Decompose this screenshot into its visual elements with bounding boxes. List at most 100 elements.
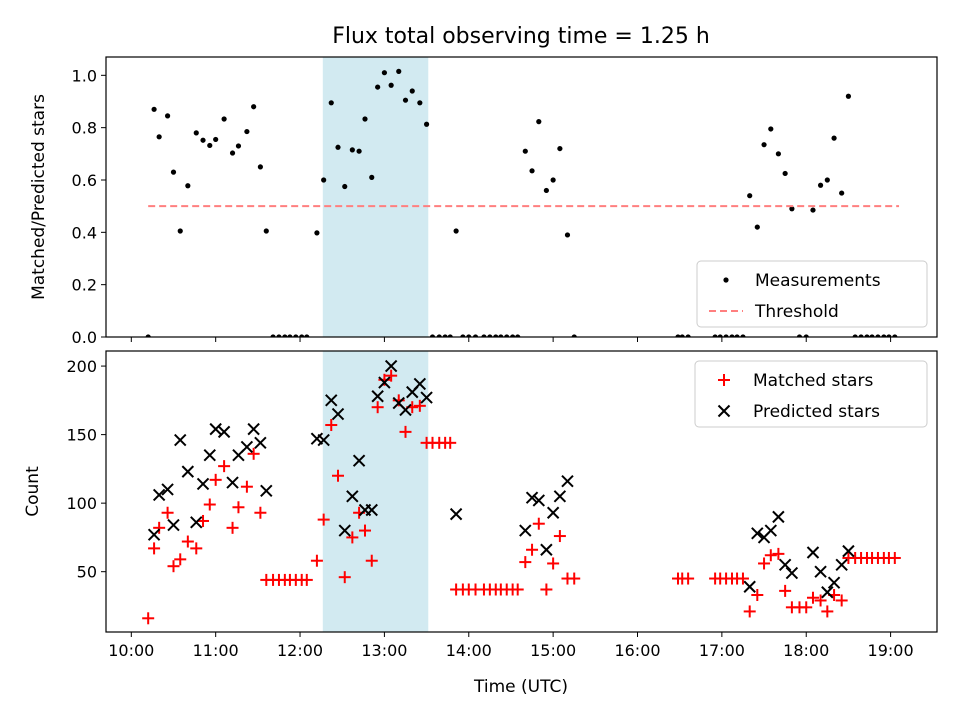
data-point: [682, 572, 695, 585]
x-tick-label: 14:00: [446, 641, 492, 660]
data-point-d2: [764, 524, 778, 537]
data-point: [775, 151, 781, 157]
data-point: [167, 518, 180, 532]
data-point-d2: [751, 527, 764, 540]
data-point: [510, 334, 516, 337]
data-point-d2: [821, 586, 834, 599]
data-point-d2: [217, 425, 231, 439]
data-point: [547, 557, 560, 570]
data-point: [550, 177, 556, 183]
panel-0-frame: [105, 56, 938, 338]
data-point: [869, 334, 875, 337]
data-point: [420, 391, 433, 404]
data-point: [888, 551, 901, 564]
data-point: [751, 588, 764, 601]
data-point-d2: [546, 506, 560, 519]
legend-swatch-d2: [717, 404, 731, 418]
data-point: [429, 334, 436, 337]
data-point-d2: [331, 407, 345, 421]
data-point: [487, 334, 493, 337]
legend-swatch: [723, 277, 729, 283]
data-point: [399, 403, 412, 417]
data-point: [743, 605, 756, 618]
data-point: [529, 168, 535, 174]
data-point: [772, 547, 785, 560]
x-tick-label: 17:00: [699, 641, 745, 660]
data-point: [147, 528, 161, 541]
data-point-d2: [338, 524, 351, 537]
data-point: [235, 143, 242, 149]
data-point: [378, 376, 391, 389]
data-point: [362, 116, 368, 122]
legend-label: Threshold: [754, 302, 839, 322]
data-point: [526, 543, 539, 556]
y-tick-label: 150: [66, 426, 97, 445]
x-tick-label: 12:00: [277, 641, 323, 660]
x-tick-label: 15:00: [530, 641, 576, 660]
data-point: [170, 169, 177, 175]
data-point-d2: [842, 544, 855, 558]
data-point: [325, 419, 338, 432]
data-point: [321, 177, 327, 183]
data-point: [864, 334, 870, 337]
data-point: [827, 576, 841, 589]
data-point: [196, 477, 210, 491]
data-point: [332, 469, 345, 482]
data-point: [161, 506, 174, 519]
y-axis-label: Matched/Predicted stars: [29, 94, 49, 300]
data-point: [371, 390, 384, 403]
data-point: [247, 447, 260, 460]
data-point-d2: [449, 507, 463, 521]
data-point: [525, 491, 539, 504]
data-point-d2: [540, 543, 553, 556]
legend-box: [696, 260, 928, 328]
data-point: [174, 553, 187, 566]
data-point-d2: [532, 494, 546, 507]
data-point: [365, 503, 378, 517]
data-point: [675, 334, 681, 337]
data-point-d2: [240, 440, 254, 454]
data-point: [543, 187, 549, 194]
legend-label: Measurements: [755, 271, 881, 291]
data-point: [758, 557, 771, 570]
legend: Measurements Threshold: [696, 260, 928, 328]
data-point-d2: [167, 518, 180, 532]
data-point: [852, 334, 858, 337]
data-point: [814, 594, 827, 607]
data-point-d2: [827, 576, 841, 589]
data-point: [181, 465, 195, 478]
data-point: [226, 521, 239, 534]
data-point: [532, 494, 546, 507]
panel-1-frame: [105, 350, 938, 633]
data-point: [821, 586, 834, 599]
data-point-d2: [392, 396, 405, 410]
data-point: [764, 524, 778, 537]
data-point: [342, 183, 348, 190]
data-point: [247, 422, 260, 436]
legend: Matched stars Predicted stars: [694, 360, 928, 428]
data-point: [153, 521, 166, 534]
data-point: [764, 549, 777, 562]
data-point: [810, 207, 816, 213]
data-point: [436, 334, 442, 337]
y-tick-label: 0.0: [72, 328, 97, 347]
data-point: [839, 190, 845, 196]
data-point: [388, 82, 394, 88]
data-point-d2: [247, 422, 260, 436]
data-point: [167, 560, 180, 573]
y-tick-label: 0.6: [72, 171, 97, 190]
data-point: [493, 334, 499, 337]
data-point: [453, 228, 459, 234]
data-point: [338, 524, 351, 537]
data-point: [481, 334, 487, 337]
data-point: [892, 334, 898, 337]
data-point: [375, 84, 381, 90]
data-point: [317, 513, 330, 526]
data-point: [287, 334, 293, 337]
data-point: [881, 334, 887, 337]
data-point: [800, 601, 813, 614]
data-point: [734, 334, 740, 337]
data-point-d2: [190, 516, 203, 529]
series-predicted-stars: [147, 359, 855, 599]
data-point: [796, 334, 803, 337]
